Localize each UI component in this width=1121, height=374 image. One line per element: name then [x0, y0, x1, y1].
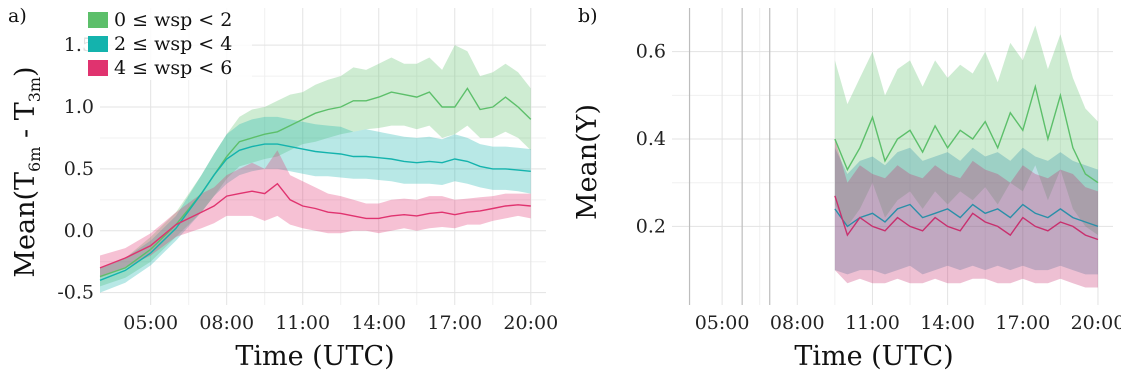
series-0-ci-band [834, 25, 1098, 236]
panel-b-label: b) [578, 5, 598, 27]
ylabel-part: Mean(T [10, 172, 41, 278]
panel-a-x-axis-label: Time (UTC) [235, 341, 394, 372]
panel-b-vertical-lines [688, 8, 771, 305]
panel-b: b) 0.2 0.4 0.6 05:00 08:00 11:00 14:00 17:00 20… [572, 5, 1121, 372]
y-tick-label: 0.2 [636, 215, 666, 237]
series-2-line [834, 195, 1099, 241]
panel-b-gridlines [672, 8, 1113, 305]
legend-background [82, 8, 252, 80]
x-tick-label: 14:00 [920, 312, 975, 334]
y-tick-label: 0.0 [64, 220, 94, 242]
ylabel-part: ) [10, 66, 41, 77]
x-tick-label: 17:00 [995, 312, 1050, 334]
panel-b-bands [834, 25, 1098, 288]
panel-a-y-ticks: -0.50.00.51.01.5 [57, 34, 94, 304]
panel-a-lines [99, 87, 532, 281]
series-2-ci-band [100, 150, 531, 278]
ylabel-sub: 6m [25, 147, 44, 172]
series-2-line [99, 182, 531, 269]
y-tick-label: 0.5 [64, 158, 94, 180]
x-tick-label: 20:00 [1071, 312, 1121, 334]
x-tick-label: 14:00 [351, 312, 406, 334]
legend-swatch-teal [88, 36, 108, 52]
x-tick-label: 11:00 [275, 312, 330, 334]
legend-swatch-pink [88, 60, 108, 76]
series-1-line [99, 143, 531, 281]
legend: 0 ≤ wsp < 2 2 ≤ wsp < 4 4 ≤ wsp < 6 [82, 8, 252, 80]
y-tick-label: -0.5 [57, 282, 94, 304]
panel-b-y-axis-label: Mean(Y) [572, 104, 603, 220]
legend-label: 0 ≤ wsp < 2 [114, 9, 232, 31]
x-tick-label: 08:00 [199, 312, 254, 334]
legend-swatch-green [88, 12, 108, 28]
legend-label: 2 ≤ wsp < 4 [114, 33, 232, 55]
x-tick-label: 05:00 [695, 312, 750, 334]
ylabel-sub: 3m [25, 77, 44, 102]
x-tick-label: 17:00 [427, 312, 482, 334]
panel-a-label: a) [8, 5, 27, 27]
legend-item: 2 ≤ wsp < 4 [88, 33, 232, 55]
panel-b-x-axis-label: Time (UTC) [794, 341, 953, 372]
y-tick-label: 0.4 [636, 128, 666, 150]
series-1-line [834, 203, 1099, 228]
panel-a-bands [100, 45, 531, 293]
legend-item: 0 ≤ wsp < 2 [88, 9, 232, 31]
legend-item: 4 ≤ wsp < 6 [88, 57, 232, 79]
x-tick-label: 20:00 [503, 312, 558, 334]
series-0-line [834, 83, 1099, 184]
x-tick-label: 08:00 [770, 312, 825, 334]
series-0-ci-band [100, 45, 531, 287]
series-2-ci-band [834, 139, 1098, 288]
panel-b-x-ticks: 05:00 08:00 11:00 14:00 17:00 20:00 [695, 312, 1121, 334]
y-tick-label: 0.6 [636, 41, 666, 63]
ylabel-part: - T [10, 102, 41, 146]
series-1-ci-band [100, 116, 531, 293]
panel-b-y-ticks: 0.2 0.4 0.6 [636, 41, 666, 238]
panel-b-lines [834, 83, 1099, 241]
x-tick-label: 05:00 [123, 312, 178, 334]
y-tick-label: 1.0 [64, 96, 94, 118]
panel-a: a) -0.50.00.51.01.5 05:00 08:00 11:00 14:00… [8, 5, 558, 372]
x-tick-label: 11:00 [845, 312, 900, 334]
panel-a-y-axis-label: Mean(T6m - T3m) [10, 66, 44, 277]
legend-label: 4 ≤ wsp < 6 [114, 57, 232, 79]
panel-a-x-ticks: 05:00 08:00 11:00 14:00 17:00 20:00 [123, 312, 558, 334]
